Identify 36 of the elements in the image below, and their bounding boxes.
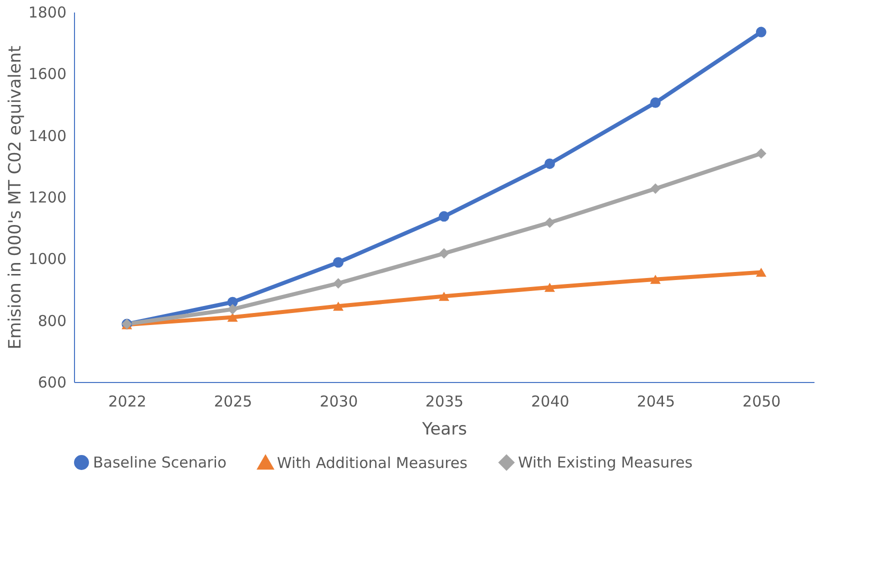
y-tick-label: 1600 [28,65,66,84]
legend-label: With Existing Measures [518,454,693,472]
y-tick-label: 1400 [28,126,66,145]
point [756,26,766,38]
x-tick-label: 2035 [425,392,464,410]
point [544,282,555,292]
point [756,148,766,159]
point [438,211,450,222]
point [544,158,555,169]
point [333,302,344,311]
point [650,97,661,108]
point [438,292,450,301]
y-tick-label: 1200 [28,188,66,206]
legend-label: Baseline Scenario [93,454,227,472]
y-tick-label: 600 [38,374,66,392]
x-tick-label: 2030 [320,392,358,410]
y-axis-title: Emision in 000's MT C02 equivalent [5,45,26,350]
point [544,217,555,228]
point [650,183,661,194]
x-tick-label: 2045 [636,392,676,410]
x-tick-label: 2022 [108,392,146,410]
point [333,278,344,289]
y-tick-label: 1800 [28,4,66,22]
y-tick-label: 800 [38,312,66,330]
x-tick-label: 2050 [742,392,781,410]
legend-label: With Additional Measures [277,454,468,472]
point [227,312,238,322]
point [438,248,450,259]
point [650,274,661,284]
point [756,268,766,277]
x-tick-label: 2040 [531,392,570,410]
x-axis-title: Years [421,420,468,440]
y-tick-label: 1000 [28,250,66,268]
x-tick-label: 2025 [214,392,252,410]
point [227,304,238,314]
point [333,257,344,268]
